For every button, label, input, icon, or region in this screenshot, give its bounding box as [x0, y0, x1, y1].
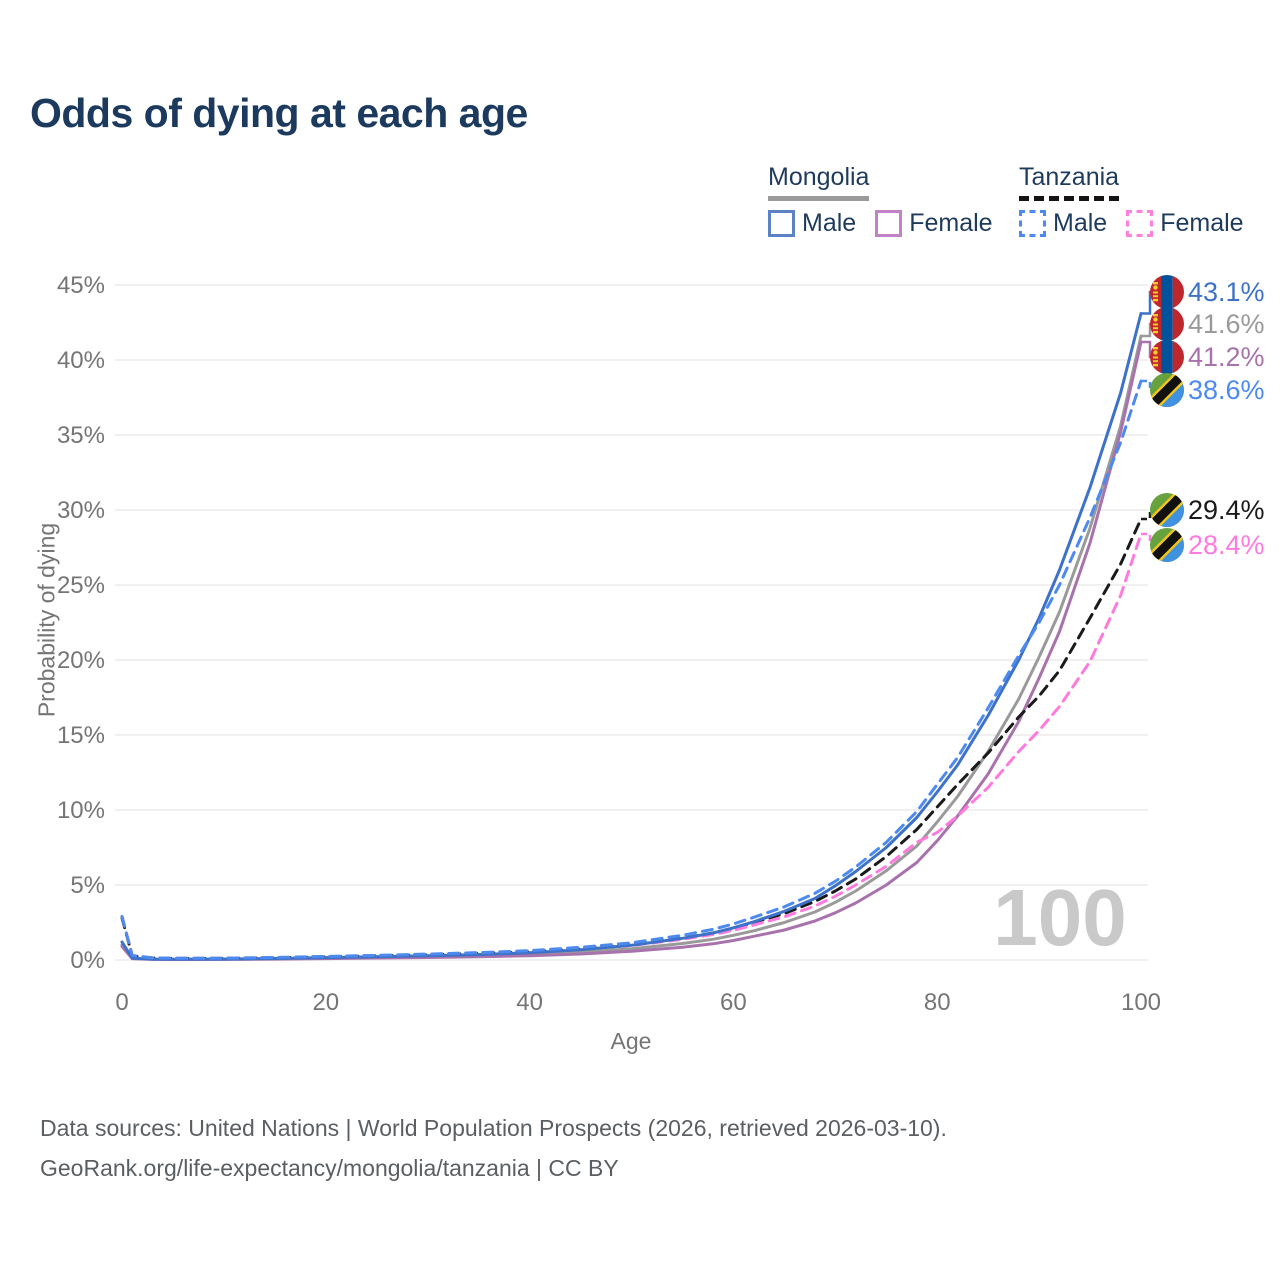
- legend-item-label: Male: [1053, 209, 1108, 237]
- data-source-line1: Data sources: United Nations | World Pop…: [40, 1115, 947, 1141]
- end-value-label-mongolia-male: 43.1%: [1188, 277, 1265, 307]
- y-tick-label-45: 45%: [57, 272, 105, 299]
- legend-item-tanzania-female: Female: [1126, 209, 1244, 238]
- tanzania-female-swatch-icon: [1126, 210, 1154, 237]
- y-tick-label-35: 35%: [57, 422, 105, 449]
- series-line-mongolia-both: [120, 334, 1143, 961]
- end-value-label-mongolia-both: 41.6%: [1188, 309, 1265, 339]
- x-tick-label-100: 100: [1121, 989, 1161, 1016]
- legend-item-mongolia-male: Male: [768, 209, 856, 238]
- x-tick-label-80: 80: [924, 989, 951, 1016]
- y-axis-title: Probability of dying: [33, 522, 60, 718]
- y-tick-label-30: 30%: [57, 497, 105, 524]
- legend-item-label: Female: [909, 209, 993, 237]
- y-tick-label-5: 5%: [70, 872, 105, 899]
- y-tick-label-40: 40%: [57, 347, 105, 374]
- tanzania-flag-icon: [1150, 373, 1184, 407]
- y-tick-label-0: 0%: [70, 947, 105, 974]
- tanzania-flag-icon: [1150, 493, 1184, 527]
- x-tick-label-40: 40: [516, 989, 543, 1016]
- series-line-tanzania-male: [120, 379, 1143, 960]
- mongolia-male-swatch-icon: [768, 210, 795, 237]
- y-tick-label-10: 10%: [57, 797, 105, 824]
- end-value-label-tanzania-female: 28.4%: [1188, 530, 1265, 560]
- legend-group-mongolia: Mongolia Male Female: [768, 163, 993, 238]
- end-value-label-mongolia-female: 41.2%: [1188, 342, 1265, 372]
- series-line-tanzania-female: [120, 532, 1143, 960]
- legend-item-mongolia-female: Female: [875, 209, 993, 238]
- legend-item-label: Female: [1160, 209, 1244, 237]
- tanzania-male-swatch-icon: [1019, 210, 1046, 237]
- mongolia-flag-icon: [1150, 340, 1184, 374]
- x-tick-label-0: 0: [115, 989, 128, 1016]
- legend-item-tanzania-male: Male: [1019, 209, 1107, 238]
- mongolia-female-swatch-icon: [875, 210, 903, 237]
- watermark-age-label: 100: [993, 873, 1126, 962]
- data-source-line2: GeoRank.org/life-expectancy/mongolia/tan…: [40, 1155, 619, 1181]
- series-line-mongolia-male: [120, 312, 1143, 961]
- legend-title-tanzania: Tanzania: [1019, 163, 1120, 201]
- tanzania-flag-icon: [1150, 528, 1184, 562]
- end-value-label-tanzania-male: 38.6%: [1188, 375, 1265, 405]
- data-source-note: Data sources: United Nations | World Pop…: [40, 1108, 947, 1188]
- legend-group-tanzania: Tanzania Male Female: [1019, 163, 1244, 238]
- y-tick-label-15: 15%: [57, 722, 105, 749]
- x-tick-label-60: 60: [720, 989, 747, 1016]
- x-axis-title: Age: [610, 1028, 652, 1054]
- mongolia-flag-icon: [1150, 307, 1184, 341]
- mongolia-flag-icon: [1150, 275, 1184, 309]
- page-title: Odds of dying at each age: [30, 90, 528, 136]
- legend-item-label: Male: [802, 209, 857, 237]
- y-tick-label-25: 25%: [57, 572, 105, 599]
- end-value-label-tanzania-both: 29.4%: [1188, 495, 1265, 525]
- legend-title-mongolia: Mongolia: [768, 163, 870, 201]
- x-tick-label-20: 20: [312, 989, 339, 1016]
- y-tick-label-20: 20%: [57, 647, 105, 674]
